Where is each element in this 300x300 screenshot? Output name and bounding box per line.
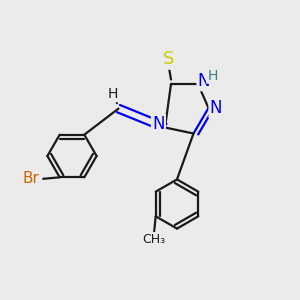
Text: H: H [108,87,118,101]
Text: N: N [210,99,222,117]
Text: CH₃: CH₃ [142,233,166,246]
Text: N: N [152,115,165,133]
Text: S: S [163,50,174,68]
Text: Br: Br [23,171,40,186]
Text: H: H [207,69,218,82]
Text: N: N [198,72,210,90]
